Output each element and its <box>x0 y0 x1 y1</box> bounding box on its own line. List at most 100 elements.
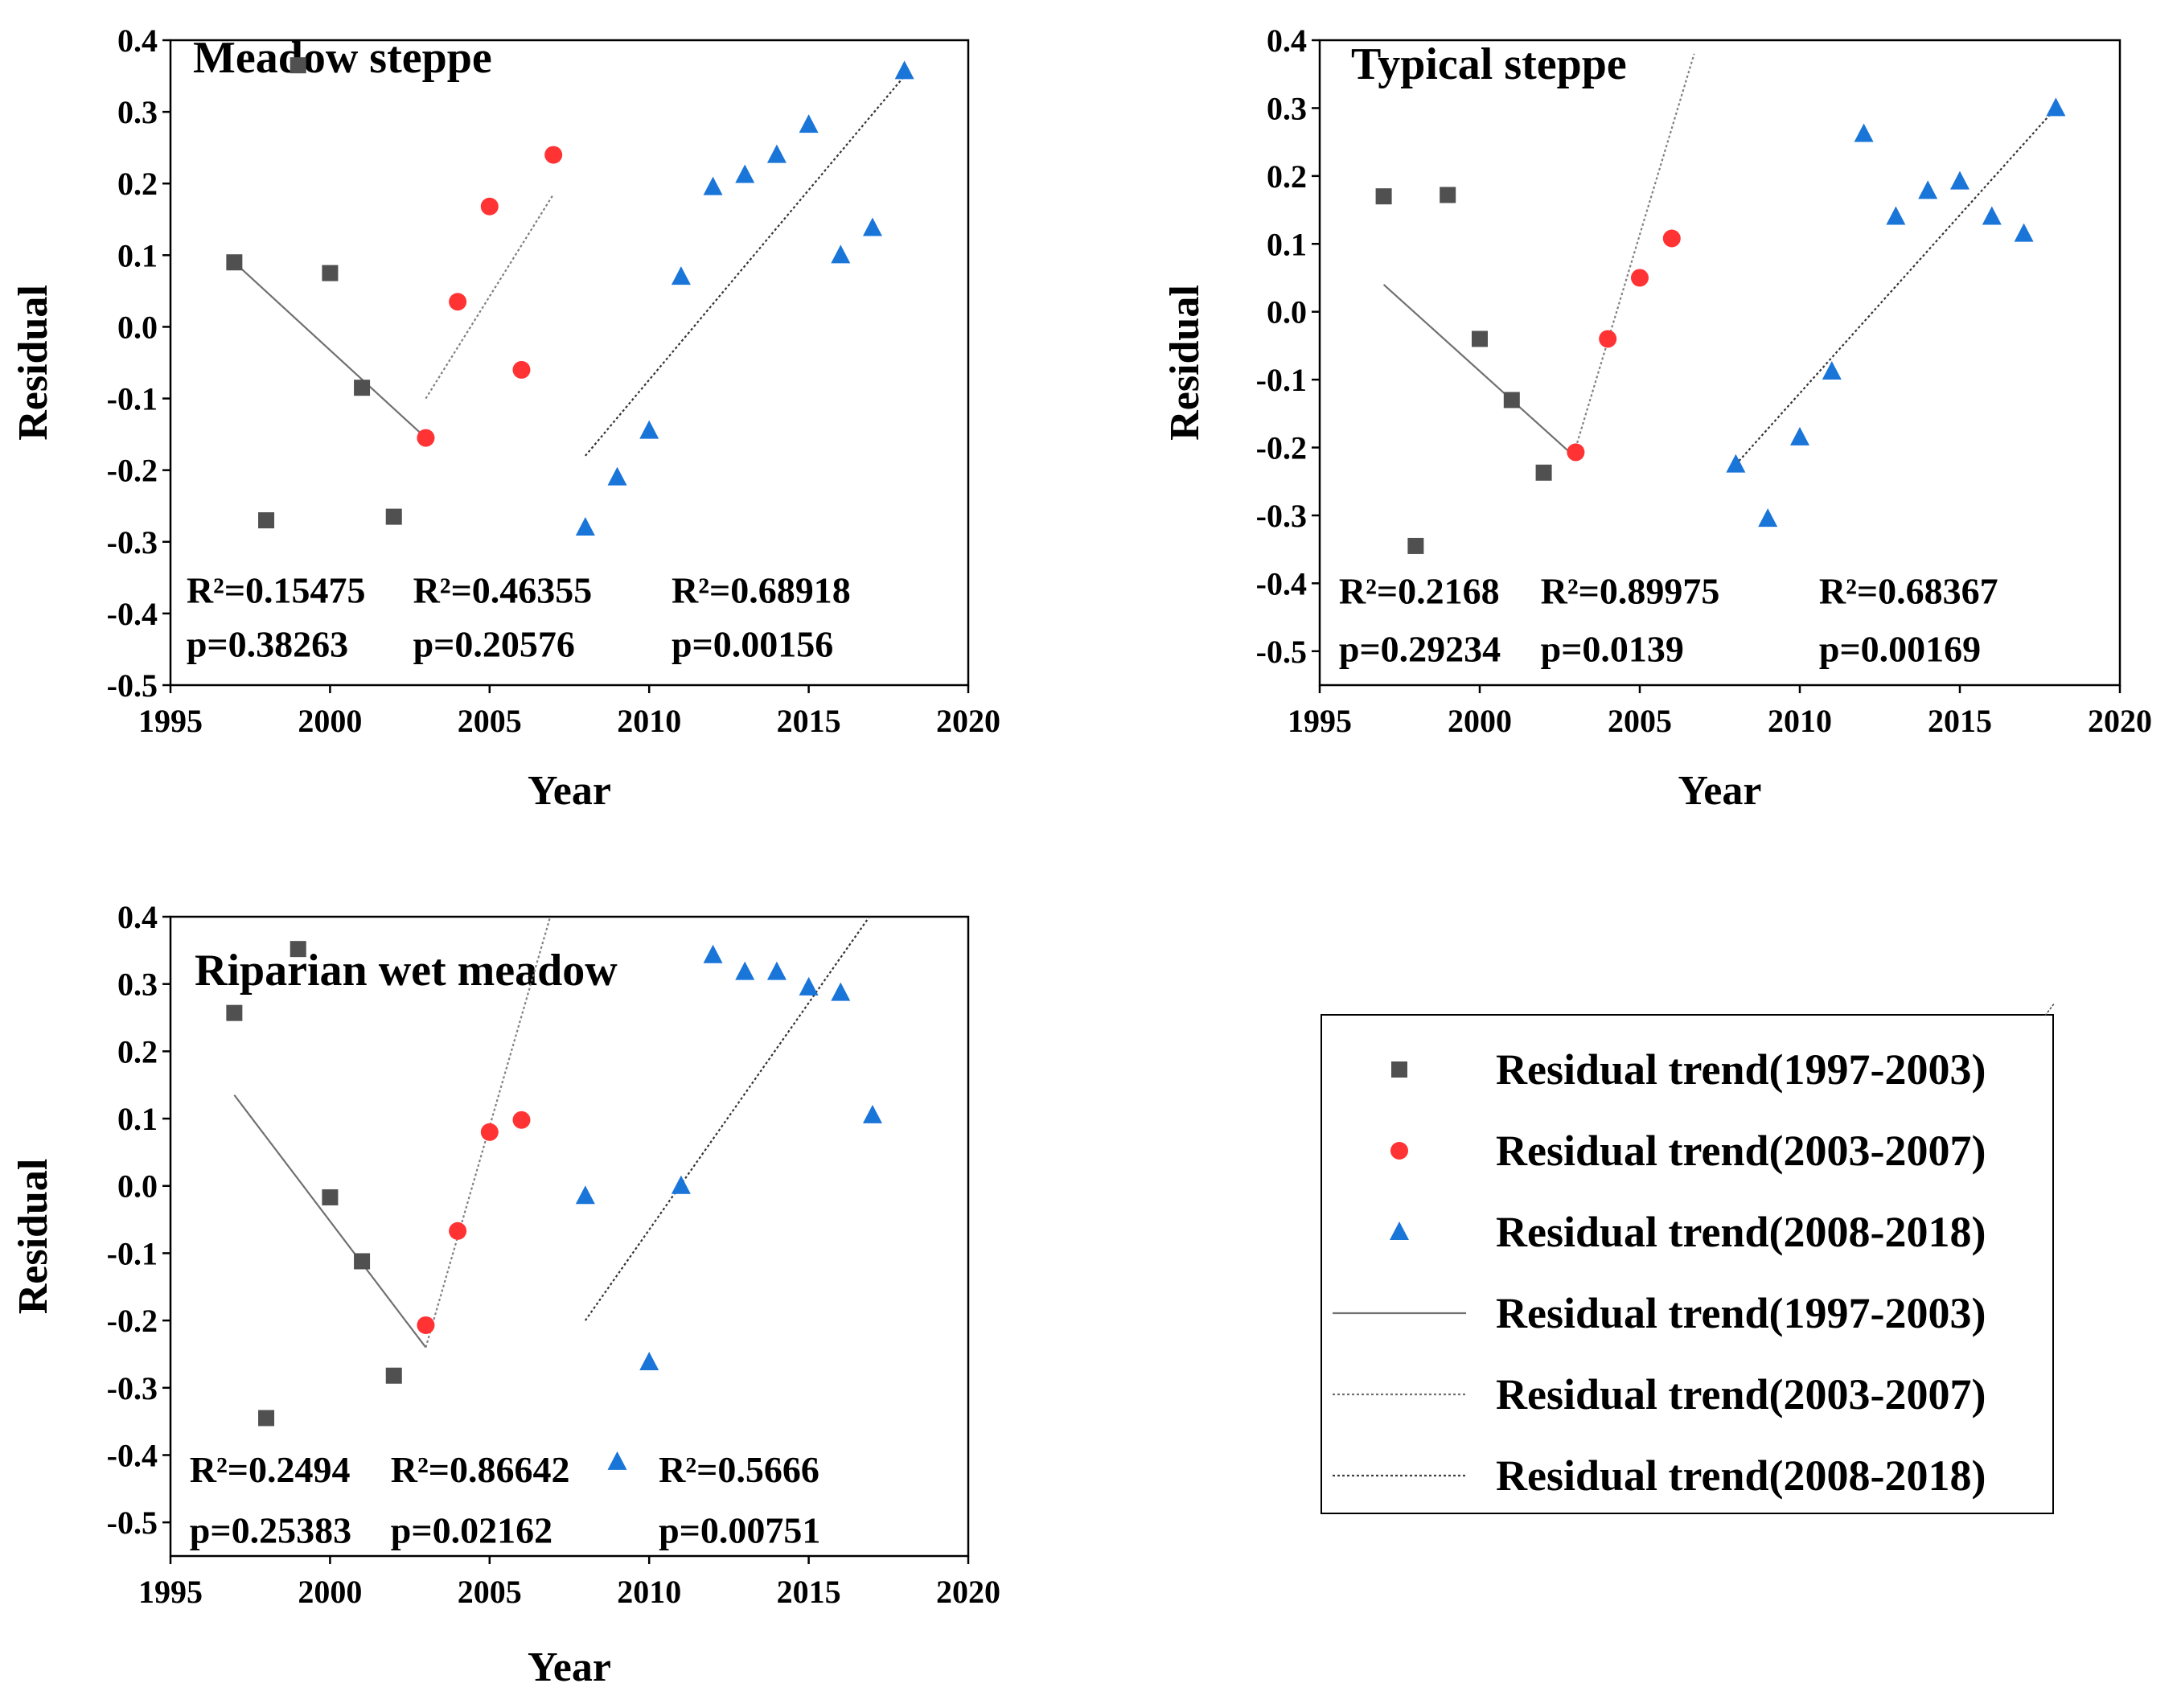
y-tick-label: -0.4 <box>107 596 158 632</box>
y-tick-label: -0.1 <box>1256 362 1307 398</box>
data-point <box>1599 330 1617 348</box>
data-point <box>671 1175 691 1194</box>
data-point <box>766 961 787 980</box>
y-tick-label: -0.1 <box>107 1235 158 1271</box>
y-tick-label: 0.1 <box>1267 226 1307 262</box>
data-point <box>735 961 755 980</box>
legend-label: Residual trend(2008-2018) <box>1496 1208 1986 1256</box>
data-point <box>862 1104 882 1123</box>
data-point <box>480 1123 499 1141</box>
data-point <box>290 57 306 74</box>
x-tick-label: 1995 <box>138 703 203 739</box>
x-tick-label: 2000 <box>298 703 362 739</box>
stat-annotation: p=0.00751 <box>659 1509 820 1550</box>
series-triangle <box>575 60 914 536</box>
y-tick-label: -0.4 <box>107 1437 158 1473</box>
plot-frame <box>169 915 970 1558</box>
y-tick-label: -0.3 <box>107 1370 158 1406</box>
x-tick-label: 2020 <box>2088 703 2152 739</box>
y-axis-label: Residual <box>10 285 56 441</box>
data-point <box>671 266 691 285</box>
series-square <box>226 941 402 1427</box>
data-point <box>1918 180 1938 199</box>
legend-label: Residual trend(2008-2018) <box>1496 1451 1986 1500</box>
series-square <box>1375 187 1552 554</box>
data-point <box>480 197 499 216</box>
legend-entry: Residual trend(2003-2007) <box>1333 1370 1986 1419</box>
data-point <box>2014 223 2034 242</box>
x-tick-label: 2020 <box>936 703 1000 739</box>
y-tick-label: 0.0 <box>117 1168 158 1205</box>
stat-annotation: R²=0.68918 <box>672 570 851 611</box>
x-tick-label: 2000 <box>298 1574 362 1610</box>
data-point <box>2046 97 2066 117</box>
data-point <box>1407 537 1424 554</box>
data-point <box>1440 187 1456 203</box>
legend-entry: Residual trend(2003-2007) <box>1390 1127 1986 1175</box>
data-point <box>290 941 306 958</box>
y-axis-label: Residual <box>1162 285 1208 441</box>
data-point <box>1375 188 1392 205</box>
x-axis-label: Year <box>528 1644 611 1690</box>
stat-annotation: R²=0.68367 <box>1819 571 1998 612</box>
series-square <box>226 57 402 529</box>
x-tick-label: 1995 <box>138 1574 203 1610</box>
plot-frame <box>169 39 970 687</box>
data-point <box>1758 508 1778 528</box>
trend-line <box>1382 284 1577 459</box>
stat-annotation: R²=0.46355 <box>413 570 593 611</box>
data-point <box>385 1367 402 1384</box>
data-point <box>639 420 659 439</box>
legend-swatch <box>1390 1221 1409 1240</box>
x-tick-label: 2005 <box>458 1574 522 1610</box>
legend-label: Residual trend(1997-2003) <box>1496 1045 1986 1094</box>
legend-entry: Residual trend(1997-2003) <box>1391 1045 1986 1094</box>
y-tick-label: -0.2 <box>107 1303 158 1339</box>
x-tick-label: 2010 <box>617 1574 681 1610</box>
data-point <box>1854 123 1874 142</box>
data-point <box>1950 170 1969 190</box>
data-point <box>1886 206 1906 225</box>
data-point <box>1631 269 1649 287</box>
data-point <box>607 466 627 486</box>
y-tick-label: 0.2 <box>1267 158 1307 195</box>
y-tick-label: 0.4 <box>117 899 158 935</box>
data-point <box>1790 426 1809 445</box>
y-tick-label: -0.2 <box>1256 430 1307 466</box>
stat-annotation: p=0.00169 <box>1819 628 1981 669</box>
trend-line <box>233 261 427 439</box>
series-triangle <box>1726 97 2066 528</box>
data-point <box>449 293 467 311</box>
legend-swatch <box>1390 1142 1408 1160</box>
x-tick-label: 2005 <box>1608 703 1672 739</box>
x-tick-label: 2015 <box>777 1574 841 1610</box>
legend-frame <box>1321 1014 2054 1514</box>
data-point <box>322 265 339 281</box>
x-tick-label: 2010 <box>1768 703 1832 739</box>
stat-annotation: p=0.0139 <box>1541 628 1684 669</box>
stat-annotation: R²=0.2168 <box>1339 571 1500 612</box>
y-tick-label: -0.3 <box>1256 498 1307 534</box>
legend-label: Residual trend(2003-2007) <box>1496 1127 1986 1175</box>
y-axis-label: Residual <box>10 1159 56 1315</box>
data-point <box>607 1451 627 1470</box>
stat-annotation: R²=0.86642 <box>391 1449 570 1490</box>
y-tick-label: -0.2 <box>107 453 158 489</box>
y-tick-label: -0.4 <box>1256 565 1307 601</box>
stat-annotation: p=0.29234 <box>1339 628 1501 669</box>
y-tick-label: -0.5 <box>1256 634 1307 670</box>
stat-annotation: R²=0.5666 <box>659 1449 819 1490</box>
data-point <box>512 360 531 379</box>
trend-line <box>1735 107 2057 466</box>
data-point <box>1982 206 2002 225</box>
trend-line <box>233 1094 427 1349</box>
y-tick-label: 0.0 <box>117 309 158 345</box>
x-tick-label: 2015 <box>1928 703 1992 739</box>
data-point <box>385 508 402 525</box>
data-point <box>1503 392 1520 409</box>
data-point <box>354 1253 371 1270</box>
legend-artifact <box>2044 1002 2056 1016</box>
data-point <box>449 1221 467 1240</box>
x-axis-label: Year <box>528 768 611 814</box>
